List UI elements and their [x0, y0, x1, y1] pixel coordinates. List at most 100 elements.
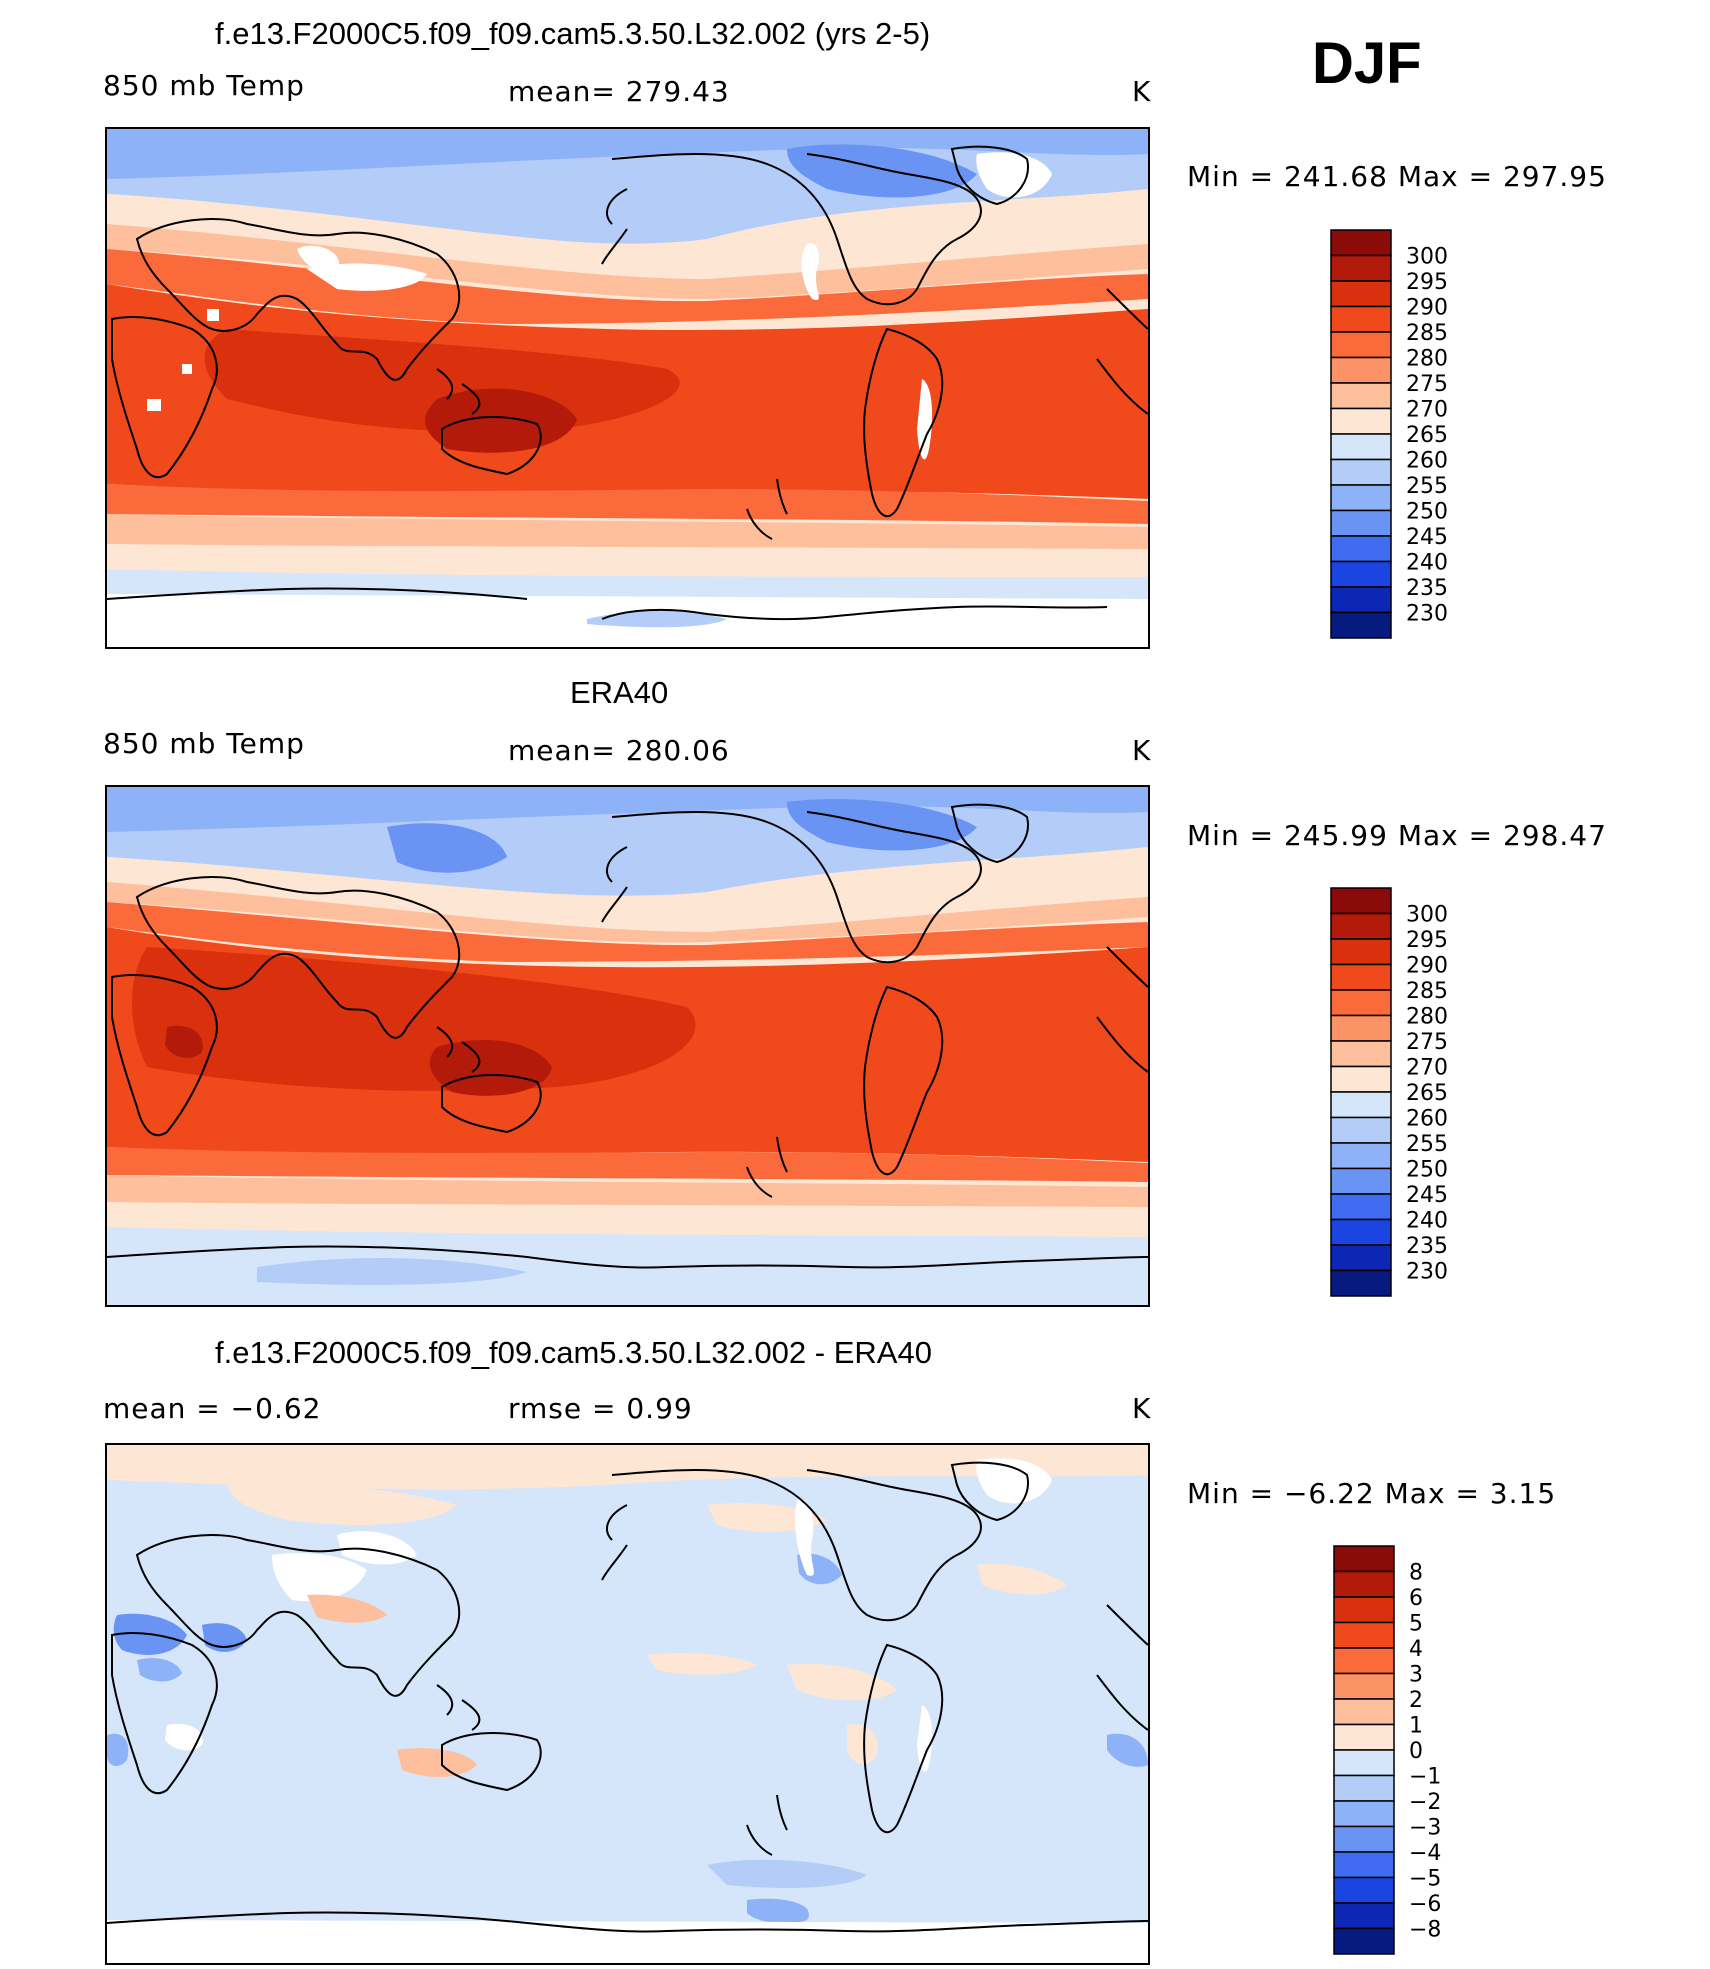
panel-3-colorbar-tick-label: −3	[1409, 1816, 1441, 1841]
panel-1-colorbar-box	[1330, 433, 1392, 461]
panel-1-colorbar-tick-label: 235	[1406, 576, 1448, 601]
panel-1-colorbar-box	[1330, 229, 1392, 257]
panel-3-minmax-label: Min = −6.22 Max = 3.15	[1187, 1477, 1557, 1510]
panel-2-colorbar-tick-label: 285	[1406, 979, 1448, 1004]
panel-3-mean-label: mean = −0.62	[103, 1392, 322, 1425]
panel-1-colorbar-tick-label: 265	[1406, 423, 1448, 448]
panel-2-colorbar-box	[1330, 963, 1392, 991]
panel-3-colorbar-box	[1333, 1927, 1395, 1955]
panel-1-colorbar-box	[1330, 382, 1392, 410]
panel-1-title: f.e13.F2000C5.f09_f09.cam5.3.50.L32.002 …	[215, 16, 931, 51]
panel-3-colorbar-tick-label: 0	[1409, 1739, 1423, 1764]
panel-2-colorbar-tick-label: 240	[1406, 1209, 1448, 1234]
panel-2-colorbar-tick-label: 295	[1406, 928, 1448, 953]
panel-1-colorbar-box	[1330, 611, 1392, 639]
panel-1-variable-label: 850 mb Temp	[103, 69, 305, 102]
panel-2-colorbar-tick-label: 250	[1406, 1158, 1448, 1183]
panel-1-colorbar-tick-label: 240	[1406, 551, 1448, 576]
panel-3-colorbar-box	[1333, 1672, 1395, 1700]
panel-1-colorbar-box	[1330, 509, 1392, 537]
season-label: DJF	[1312, 31, 1422, 96]
panel-3-colorbar-tick-label: −4	[1409, 1841, 1441, 1866]
panel-1-colorbar-tick-label: 300	[1406, 245, 1448, 270]
panel-3-unit-label: K	[1132, 1392, 1152, 1425]
panel-1-colorbar-box	[1330, 484, 1392, 512]
panel-2-colorbar-box	[1330, 938, 1392, 966]
panel-1-colorbar-box	[1330, 535, 1392, 563]
panel-1-colorbar-tick-label: 260	[1406, 449, 1448, 474]
panel-1-colorbar-box	[1330, 305, 1392, 333]
panel-2-colorbar-box	[1330, 989, 1392, 1017]
panel-2-map	[105, 785, 1150, 1307]
panel-2-colorbar-tick-label: 280	[1406, 1005, 1448, 1030]
panel-1-colorbar-box	[1330, 356, 1392, 384]
panel-2-colorbar-box	[1330, 1091, 1392, 1119]
panel-1-unit-label: K	[1132, 75, 1152, 108]
panel-1-colorbar-tick-label: 270	[1406, 398, 1448, 423]
panel-3-colorbar: 8 6 5 4 3 2 1 0 −1 −2 −3 −4 −5 −6 −8	[1333, 1544, 1553, 1964]
panel-1-map	[105, 127, 1150, 649]
panel-2-colorbar-tick-label: 270	[1406, 1056, 1448, 1081]
panel-2-colorbar-box	[1330, 1116, 1392, 1144]
panel-1-colorbar-box	[1330, 560, 1392, 588]
panel-2-colorbar-tick-label: 255	[1406, 1132, 1448, 1157]
panel-1-colorbar-tick-label: 230	[1406, 602, 1448, 627]
panel-3-colorbar-tick-label: 6	[1409, 1586, 1423, 1611]
panel-3-colorbar-box	[1333, 1698, 1395, 1726]
panel-2-colorbar-box	[1330, 912, 1392, 940]
panel-2-colorbar-box	[1330, 1014, 1392, 1042]
panel-1-colorbar-box	[1330, 254, 1392, 282]
panel-2-colorbar-box	[1330, 1244, 1392, 1272]
panel-3-colorbar-tick-label: 4	[1409, 1637, 1423, 1662]
panel-3-colorbar-tick-label: −8	[1409, 1918, 1441, 1943]
panel-2-title: ERA40	[570, 675, 669, 710]
panel-2-colorbar: 300 295 290 285 280 275 270 265 260 255 250 245 240 2…	[1330, 886, 1550, 1306]
panel-3-title: f.e13.F2000C5.f09_f09.cam5.3.50.L32.002 …	[215, 1335, 932, 1370]
panel-3-colorbar-box	[1333, 1876, 1395, 1904]
panel-2-colorbar-tick-label: 300	[1406, 903, 1448, 928]
panel-2-colorbar-box	[1330, 1142, 1392, 1170]
panel-2-colorbar-box	[1330, 887, 1392, 915]
panel-2-colorbar-tick-label: 245	[1406, 1183, 1448, 1208]
panel-1-colorbar-tick-label: 290	[1406, 296, 1448, 321]
panel-1-colorbar-tick-label: 245	[1406, 525, 1448, 550]
panel-1-colorbar-box	[1330, 458, 1392, 486]
panel-1-colorbar-tick-label: 285	[1406, 321, 1448, 346]
panel-2-colorbar-box	[1330, 1167, 1392, 1195]
panel-1-colorbar-box	[1330, 331, 1392, 359]
panel-2-colorbar-tick-label: 230	[1406, 1260, 1448, 1285]
panel-3-colorbar-tick-label: 8	[1409, 1561, 1423, 1586]
panel-2-mean-label: mean= 280.06	[508, 734, 730, 767]
panel-2-unit-label: K	[1132, 734, 1152, 767]
panel-1-colorbar-box	[1330, 586, 1392, 614]
panel-1-colorbar: 300 295 290 285 280 275 270 265 260 255 250 245 240 2…	[1330, 228, 1550, 648]
panel-2-colorbar-tick-label: 275	[1406, 1030, 1448, 1055]
panel-3-colorbar-box	[1333, 1825, 1395, 1853]
panel-3-colorbar-box	[1333, 1647, 1395, 1675]
panel-2-colorbar-tick-label: 260	[1406, 1107, 1448, 1132]
panel-3-colorbar-tick-label: 5	[1409, 1612, 1423, 1637]
panel-1-colorbar-box	[1330, 280, 1392, 308]
panel-2-minmax-label: Min = 245.99 Max = 298.47	[1187, 819, 1607, 852]
panel-1-colorbar-tick-label: 280	[1406, 347, 1448, 372]
panel-3-colorbar-box	[1333, 1800, 1395, 1828]
panel-2-colorbar-box	[1330, 1269, 1392, 1297]
panel-2-colorbar-tick-label: 265	[1406, 1081, 1448, 1106]
panel-3-colorbar-box	[1333, 1902, 1395, 1930]
panel-3-colorbar-tick-label: −5	[1409, 1867, 1441, 1892]
panel-1-colorbar-tick-label: 275	[1406, 372, 1448, 397]
panel-3-colorbar-box	[1333, 1723, 1395, 1751]
panel-3-colorbar-tick-label: 3	[1409, 1663, 1423, 1688]
panel-1-colorbar-tick-label: 295	[1406, 270, 1448, 295]
panel-2-colorbar-box	[1330, 1218, 1392, 1246]
panel-2-colorbar-box	[1330, 1193, 1392, 1221]
panel-3-colorbar-box	[1333, 1774, 1395, 1802]
panel-3-colorbar-box	[1333, 1596, 1395, 1624]
panel-3-colorbar-box	[1333, 1570, 1395, 1598]
panel-3-colorbar-tick-label: −1	[1409, 1765, 1441, 1790]
panel-1-colorbar-box	[1330, 407, 1392, 435]
panel-1-colorbar-tick-label: 250	[1406, 500, 1448, 525]
panel-2-colorbar-tick-label: 235	[1406, 1234, 1448, 1259]
panel-1-mean-label: mean= 279.43	[508, 75, 730, 108]
panel-3-map	[105, 1443, 1150, 1965]
